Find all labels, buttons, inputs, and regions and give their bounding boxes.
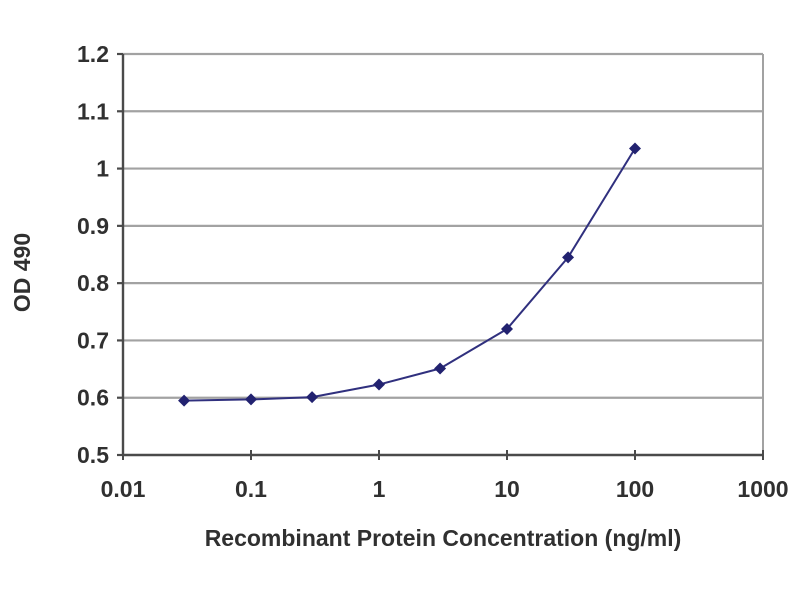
x-tick-label: 0.01 <box>101 476 146 502</box>
y-axis-title: OD 490 <box>9 233 35 312</box>
data-point-marker <box>373 378 385 391</box>
data-point-marker <box>562 251 575 264</box>
y-tick-label: 0.7 <box>77 327 109 353</box>
x-tick-label: 10 <box>494 476 520 502</box>
x-tick-label: 100 <box>616 476 654 502</box>
x-tick-label: 0.1 <box>235 476 267 502</box>
data-point-marker <box>629 142 641 155</box>
y-tick-label: 0.6 <box>77 385 109 411</box>
data-point-marker <box>178 394 191 407</box>
series-line <box>184 147 636 402</box>
y-tick-label: 0.8 <box>77 270 109 296</box>
data-point-marker <box>245 393 257 406</box>
y-tick-label: 0.5 <box>77 442 109 468</box>
y-tick-label: 1.2 <box>77 41 109 67</box>
x-axis-title: Recombinant Protein Concentration (ng/ml… <box>205 525 682 551</box>
y-tick-label: 0.9 <box>77 213 109 239</box>
x-tick-label: 1 <box>373 476 386 502</box>
y-tick-label: 1 <box>96 156 109 182</box>
data-point-marker <box>306 391 319 404</box>
y-tick-label: 1.1 <box>77 98 109 124</box>
data-point-marker <box>434 362 447 375</box>
data-point-marker <box>501 322 513 335</box>
x-tick-label: 1000 <box>737 476 788 502</box>
